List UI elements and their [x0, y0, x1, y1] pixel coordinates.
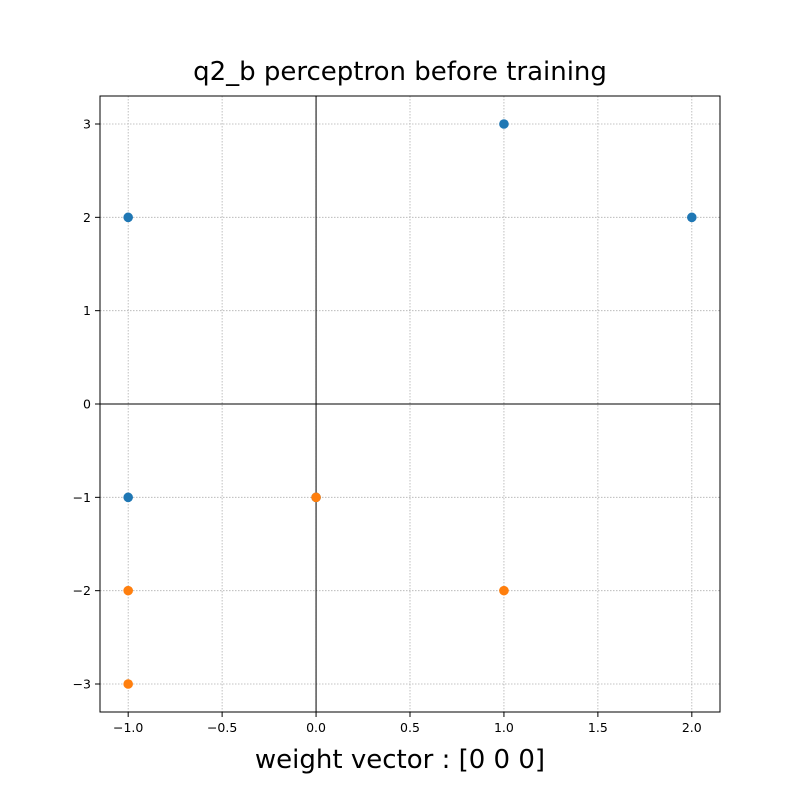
- x-tick-label-0: −1.0: [113, 720, 143, 735]
- grid-lines: [100, 96, 720, 712]
- series-0-point-1: [123, 212, 133, 223]
- x-tick-label-6: 2.0: [682, 720, 702, 735]
- series-0-point-3: [123, 492, 133, 503]
- y-tick-label-0: −3: [73, 677, 91, 692]
- x-axis-ticks: −1.0 −0.5 0.0 0.5 1.0 1.5 2.0: [113, 712, 702, 735]
- y-axis-ticks: −3 −2 −1 0 1 2 3: [73, 117, 100, 692]
- chart-title: q2_b perceptron before training: [193, 57, 607, 87]
- series-0-point-2: [687, 212, 697, 223]
- y-tick-label-1: −2: [73, 583, 91, 598]
- y-tick-label-4: 1: [83, 303, 91, 318]
- y-tick-label-6: 3: [83, 117, 91, 132]
- series-1-point-3: [123, 679, 133, 689]
- zero-axes: [100, 96, 720, 712]
- series-0-point-0: [499, 119, 509, 129]
- y-tick-label-5: 2: [83, 210, 91, 225]
- x-tick-label-2: 0.0: [306, 720, 326, 735]
- series-1-point-1: [123, 585, 133, 596]
- series-1-point-0: [311, 492, 321, 503]
- x-tick-label-1: −0.5: [207, 720, 237, 735]
- series-1-point-2: [499, 585, 509, 596]
- y-tick-label-2: −1: [73, 490, 91, 505]
- x-tick-label-4: 1.0: [494, 720, 514, 735]
- x-axis-label: weight vector : [0 0 0]: [255, 745, 545, 775]
- data-points: [123, 119, 697, 689]
- y-tick-label-3: 0: [83, 397, 91, 412]
- x-tick-label-5: 1.5: [588, 720, 608, 735]
- x-tick-label-3: 0.5: [400, 720, 420, 735]
